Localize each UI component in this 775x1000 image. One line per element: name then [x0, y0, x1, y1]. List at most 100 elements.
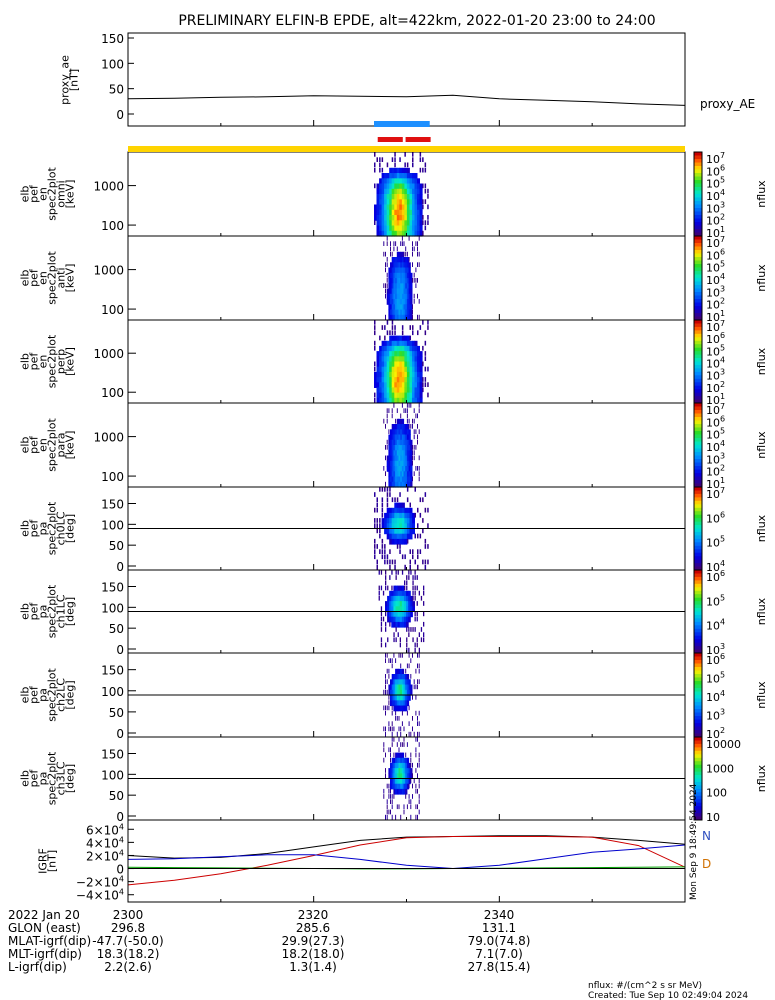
panel7-colorbar-step [694, 695, 702, 699]
panel7-cell [391, 710, 393, 716]
proxy-ae-ytick-label: 100 [101, 57, 124, 71]
panel6-cell [412, 585, 414, 591]
panel4-cell [393, 471, 396, 478]
panel2-zlabel: nflux [755, 264, 768, 292]
panel8-colorbar-step [694, 813, 702, 818]
panel3-cell [386, 340, 390, 347]
panel5-cell [376, 497, 378, 503]
panel8-colorbar-step [694, 750, 702, 755]
panel8-colorbar-step [694, 771, 702, 776]
panel8-cell [386, 804, 388, 810]
panel4-cell [401, 460, 405, 467]
panel6-ytick-label: 0 [116, 643, 124, 657]
panel4-cell [401, 476, 405, 483]
panel4-cell [393, 466, 396, 472]
panel3-cell [427, 392, 429, 398]
panel6-cell [404, 606, 407, 612]
panel6-cell [378, 590, 380, 596]
panel6-cell [412, 627, 414, 632]
panel2-cell [400, 293, 403, 300]
panel6-cell [410, 611, 413, 618]
panel1-cell [419, 152, 422, 157]
panel2-cell [386, 299, 389, 305]
panel6-colorbar-step [694, 642, 702, 647]
panel2-cell [398, 304, 401, 311]
panel1-cell [414, 178, 418, 185]
panels: 050100150proxy_AEproxy_ae[nT]1000100elbp… [19, 32, 769, 903]
panel1-cell [396, 209, 400, 216]
panel6-cell [410, 570, 412, 575]
panel2-cell [391, 288, 394, 295]
panel6-cell [391, 585, 393, 591]
panel8-cell [410, 757, 412, 763]
panel3-cell [401, 397, 405, 404]
panel5-cell [401, 538, 405, 545]
panel6-cell [420, 637, 423, 643]
panel4-cell [393, 403, 395, 408]
panel4-cell [401, 434, 405, 441]
panel2-cell [393, 267, 396, 274]
panel3-cell [417, 387, 420, 394]
panel3-cell [374, 392, 376, 398]
panel6-cell [391, 611, 394, 618]
panel8-cell [395, 752, 398, 759]
panel4-cell [390, 476, 393, 483]
panel3-cell [409, 392, 413, 399]
panel4-cell [388, 439, 391, 446]
panel1-cell [396, 225, 400, 232]
panel3-cell [406, 361, 410, 368]
panel5-colorbar-step [694, 559, 702, 564]
panel4-cell [405, 408, 407, 413]
panel3-ylabel-line: en [37, 355, 50, 369]
panel5-cell [376, 564, 378, 570]
panel4-cell [410, 466, 413, 472]
panel8-colorbar-step [694, 802, 702, 807]
panel3-cell [417, 356, 420, 362]
panel8-cell [408, 768, 411, 774]
panel4-cell [401, 403, 403, 408]
panel3-cell [401, 325, 404, 330]
panel6-cell [395, 627, 397, 632]
panel6-cell [389, 606, 392, 612]
panel8-cell [400, 762, 403, 769]
panel5-cell [376, 518, 378, 523]
panel4-cell [410, 450, 413, 457]
panel3-cell [409, 345, 413, 352]
panel3-cell [381, 366, 385, 373]
panel2-colorbar-label: 102 [706, 297, 725, 312]
panel4-cell [395, 445, 398, 451]
panel1-cell [374, 152, 376, 157]
panel2-cell [390, 314, 393, 321]
panel4-colorbar-step [694, 459, 702, 463]
panel6-cell [406, 627, 408, 632]
panel7-ylabel-line: elb [19, 687, 32, 704]
panel7-cell [390, 689, 393, 696]
panel4-cell [417, 424, 418, 429]
panel3-cell [396, 335, 400, 342]
panel8-cell [418, 809, 420, 815]
panel1-cell [404, 204, 408, 211]
panel4-cell [413, 408, 415, 413]
panel1-cell [381, 167, 384, 173]
panel1-cell [389, 225, 393, 232]
panel5-cell [422, 518, 424, 523]
panel8-cell [417, 737, 418, 742]
panel4-cell [396, 408, 398, 413]
panel1-cell [424, 162, 427, 168]
panel3-cell [381, 397, 385, 404]
panel1-ylabel-line: omni [55, 180, 68, 207]
panel1-cell [399, 215, 403, 221]
panel2-cell [408, 304, 411, 311]
panel1-cell [381, 178, 385, 185]
panel1-colorbar-step [694, 180, 702, 184]
panel1-cell [419, 230, 423, 237]
panel3-cell [406, 335, 410, 342]
panel6-cell [397, 590, 401, 597]
panel4-cell [410, 481, 413, 488]
panel3-colorbar-label: 107 [706, 319, 725, 334]
panel1-cell [412, 152, 414, 157]
panel2-cell [390, 288, 393, 295]
panel1-cell [412, 178, 415, 185]
panel3-cell [412, 351, 415, 357]
panel3-cell [384, 325, 386, 330]
